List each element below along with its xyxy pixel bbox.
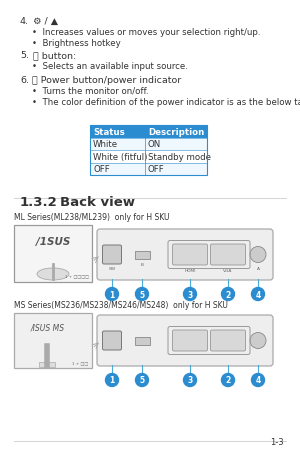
Circle shape	[251, 374, 265, 387]
Text: 4.: 4.	[20, 17, 29, 26]
Text: Standby mode: Standby mode	[148, 152, 211, 161]
Text: A: A	[256, 267, 260, 271]
Text: 4: 4	[255, 290, 261, 299]
Text: /1SUS: /1SUS	[36, 236, 70, 246]
Text: Status: Status	[93, 128, 125, 137]
FancyBboxPatch shape	[97, 230, 273, 281]
FancyBboxPatch shape	[90, 151, 207, 163]
Circle shape	[136, 288, 148, 301]
Circle shape	[221, 374, 235, 387]
Text: VGA: VGA	[223, 268, 233, 272]
Text: HDMI: HDMI	[184, 268, 196, 272]
Text: 5.: 5.	[20, 51, 29, 60]
FancyBboxPatch shape	[211, 330, 245, 351]
Text: ON: ON	[148, 140, 161, 149]
Text: 1 + □□: 1 + □□	[72, 360, 88, 364]
Circle shape	[184, 288, 196, 301]
Text: •  Brightness hotkey: • Brightness hotkey	[32, 39, 121, 48]
Circle shape	[251, 288, 265, 301]
FancyBboxPatch shape	[39, 362, 55, 367]
Circle shape	[250, 333, 266, 349]
FancyBboxPatch shape	[172, 244, 208, 265]
Text: 1: 1	[110, 376, 115, 385]
Text: B: B	[140, 263, 143, 267]
Text: •  Increases values or moves your selection right/up.: • Increases values or moves your selecti…	[32, 28, 260, 37]
FancyBboxPatch shape	[103, 245, 122, 264]
Text: 1-3: 1-3	[270, 437, 284, 446]
Text: MS Series(MS236/MS238/MS246/MS248)  only for H SKU: MS Series(MS236/MS238/MS246/MS248) only …	[14, 300, 228, 309]
Text: 6.: 6.	[20, 76, 29, 85]
Text: SW: SW	[108, 267, 116, 271]
Circle shape	[221, 288, 235, 301]
Text: ML Series(ML238/ML239)  only for H SKU: ML Series(ML238/ML239) only for H SKU	[14, 212, 169, 221]
Text: White: White	[93, 140, 118, 149]
Circle shape	[106, 288, 118, 301]
Text: 3: 3	[188, 290, 193, 299]
FancyBboxPatch shape	[134, 252, 149, 259]
Text: ⚙ / ▲: ⚙ / ▲	[33, 17, 58, 26]
Text: ⬜ button:: ⬜ button:	[33, 51, 76, 60]
Text: Description: Description	[148, 128, 204, 137]
Text: White (fitful): White (fitful)	[93, 152, 147, 161]
Text: /ISUS MS: /ISUS MS	[31, 323, 65, 332]
FancyBboxPatch shape	[14, 226, 92, 282]
Text: 1: 1	[110, 290, 115, 299]
Text: 4: 4	[255, 376, 261, 385]
Circle shape	[106, 374, 118, 387]
Text: Back view: Back view	[60, 196, 135, 208]
Text: •  Turns the monitor on/off.: • Turns the monitor on/off.	[32, 87, 148, 96]
FancyBboxPatch shape	[97, 315, 273, 366]
Text: 5: 5	[140, 376, 145, 385]
Text: OFF: OFF	[148, 165, 165, 174]
FancyBboxPatch shape	[134, 337, 149, 345]
Circle shape	[136, 374, 148, 387]
FancyBboxPatch shape	[90, 138, 207, 151]
Text: 5: 5	[140, 290, 145, 299]
FancyBboxPatch shape	[172, 330, 208, 351]
FancyBboxPatch shape	[14, 313, 92, 368]
FancyBboxPatch shape	[211, 244, 245, 265]
Text: •  Selects an available input source.: • Selects an available input source.	[32, 62, 188, 71]
FancyBboxPatch shape	[90, 126, 207, 138]
Text: 2: 2	[225, 290, 231, 299]
Circle shape	[184, 374, 196, 387]
Text: OFF: OFF	[93, 165, 110, 174]
Text: 2: 2	[225, 376, 231, 385]
Text: 1.3.2: 1.3.2	[20, 196, 58, 208]
FancyBboxPatch shape	[90, 163, 207, 175]
Text: •  The color definition of the power indicator is as the below table.: • The color definition of the power indi…	[32, 98, 300, 107]
Circle shape	[250, 247, 266, 263]
Text: ⏻ Power button/power indicator: ⏻ Power button/power indicator	[32, 76, 181, 85]
Text: 3: 3	[188, 376, 193, 385]
Text: 1 + □□□□: 1 + □□□□	[65, 273, 89, 277]
FancyBboxPatch shape	[103, 331, 122, 350]
Ellipse shape	[37, 268, 69, 281]
